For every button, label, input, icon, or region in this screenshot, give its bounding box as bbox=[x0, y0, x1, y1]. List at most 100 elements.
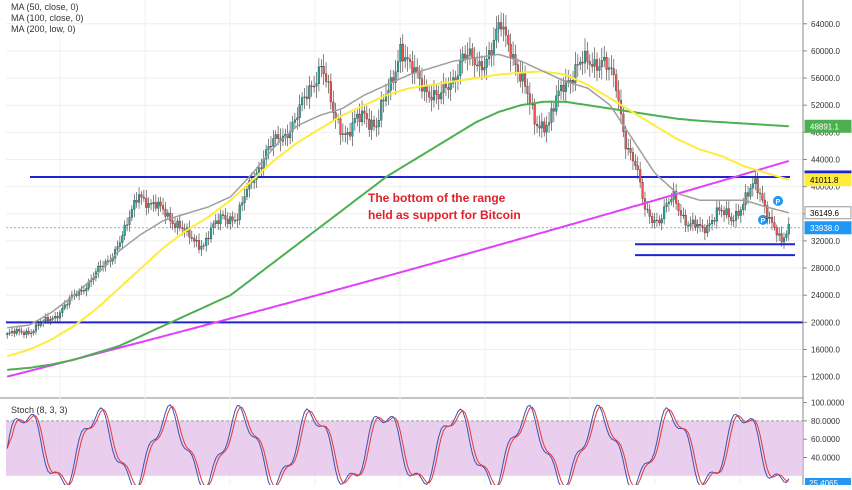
axis-tick-label: 20000.0 bbox=[811, 318, 840, 327]
candle bbox=[689, 216, 692, 231]
candle-body bbox=[418, 71, 421, 80]
stoch-tick-label: 60.0000 bbox=[811, 435, 840, 444]
candle-body bbox=[169, 212, 172, 221]
price-tag-box bbox=[804, 119, 852, 133]
candle-body bbox=[595, 59, 599, 71]
candle bbox=[591, 52, 594, 73]
candle bbox=[226, 212, 229, 229]
candle bbox=[126, 217, 129, 232]
ma200-low-line bbox=[6, 159, 790, 378]
candle bbox=[437, 85, 440, 110]
candle-body bbox=[758, 192, 762, 194]
candle bbox=[713, 217, 716, 226]
candle-body bbox=[663, 206, 666, 219]
candle bbox=[360, 100, 364, 127]
candle-body bbox=[128, 217, 131, 225]
candle bbox=[205, 232, 208, 252]
candle-body bbox=[782, 237, 786, 243]
candle bbox=[75, 290, 78, 298]
candle bbox=[619, 89, 623, 124]
candle-body bbox=[243, 196, 246, 203]
candle bbox=[641, 178, 644, 206]
candle-body bbox=[550, 108, 553, 123]
candle bbox=[325, 62, 328, 88]
candle-body bbox=[339, 118, 342, 135]
candle-body bbox=[732, 220, 735, 222]
candle-body bbox=[121, 235, 124, 243]
candle-body bbox=[353, 118, 356, 123]
candle-body bbox=[562, 85, 565, 92]
price-tag-label: 36149.6 bbox=[810, 209, 839, 218]
candle bbox=[54, 311, 57, 323]
candle bbox=[428, 84, 431, 103]
candle-body bbox=[274, 134, 277, 139]
candle-body bbox=[665, 203, 668, 207]
candle bbox=[34, 321, 38, 335]
axis-bg bbox=[803, 0, 852, 485]
candle-body bbox=[241, 202, 244, 206]
candle-body bbox=[658, 219, 661, 224]
candle bbox=[488, 41, 491, 66]
candle bbox=[267, 138, 270, 160]
axis-tick-label: 12000.0 bbox=[811, 373, 840, 382]
candle-body bbox=[49, 319, 52, 322]
candle bbox=[787, 217, 790, 241]
candle-body bbox=[682, 214, 685, 217]
candle bbox=[571, 70, 575, 93]
candle-body bbox=[382, 99, 385, 102]
candle bbox=[161, 197, 165, 215]
candle-body bbox=[687, 224, 690, 227]
candle-body bbox=[265, 149, 268, 160]
candle bbox=[785, 230, 788, 242]
candle-body bbox=[370, 119, 373, 130]
candle-body bbox=[63, 304, 66, 309]
candle bbox=[696, 219, 699, 234]
candle-body bbox=[423, 86, 426, 92]
candle-body bbox=[751, 183, 754, 189]
candle-body bbox=[37, 324, 40, 326]
candle-body bbox=[559, 85, 563, 92]
candle bbox=[782, 232, 786, 249]
price-tag: 48891.1 bbox=[804, 119, 852, 133]
candle bbox=[497, 15, 500, 43]
candle bbox=[449, 71, 452, 101]
candle bbox=[356, 107, 359, 127]
price-axis[interactable]: 12000.0 16000.0 20000.0 24000.0 28000.0 32000… bbox=[802, 0, 852, 485]
candle-body bbox=[135, 200, 138, 203]
candle-body bbox=[428, 91, 431, 98]
candle-body bbox=[655, 219, 658, 222]
axis-tick-label: 24000.0 bbox=[811, 291, 840, 300]
candle-body bbox=[313, 86, 316, 88]
stochastic-pane[interactable]: 40.0000 60.0000 80.0000 100.0000 25.4065 bbox=[6, 399, 851, 490]
candle-body bbox=[571, 80, 575, 83]
candle bbox=[653, 213, 656, 229]
candle-body bbox=[725, 208, 728, 215]
candle-body bbox=[257, 167, 261, 174]
candle bbox=[459, 49, 462, 85]
candle-body bbox=[461, 53, 464, 62]
candle bbox=[533, 98, 536, 135]
price-tag-box bbox=[804, 221, 852, 235]
pivot-marker-label: P bbox=[761, 218, 766, 225]
candle-body bbox=[667, 201, 670, 204]
candle bbox=[718, 199, 721, 216]
ma50-line bbox=[7, 53, 790, 329]
candle bbox=[368, 108, 371, 137]
candle-body bbox=[763, 199, 766, 206]
candle-body bbox=[627, 148, 630, 150]
candle-body bbox=[552, 108, 555, 112]
candle-body bbox=[490, 50, 493, 55]
candle bbox=[303, 87, 306, 110]
candle-body bbox=[653, 219, 656, 223]
candle-body bbox=[399, 43, 402, 62]
price-tag-label: 41011.8 bbox=[810, 176, 839, 185]
candle bbox=[301, 92, 304, 112]
annotation-line2: held as support for Bitcoin bbox=[368, 208, 521, 222]
legend-ma100: MA (100, close, 0) bbox=[11, 13, 84, 23]
candle bbox=[142, 189, 145, 202]
candle-body bbox=[25, 330, 28, 335]
candle-body bbox=[540, 121, 543, 129]
candle-body bbox=[691, 219, 694, 224]
candle-body bbox=[641, 181, 644, 199]
